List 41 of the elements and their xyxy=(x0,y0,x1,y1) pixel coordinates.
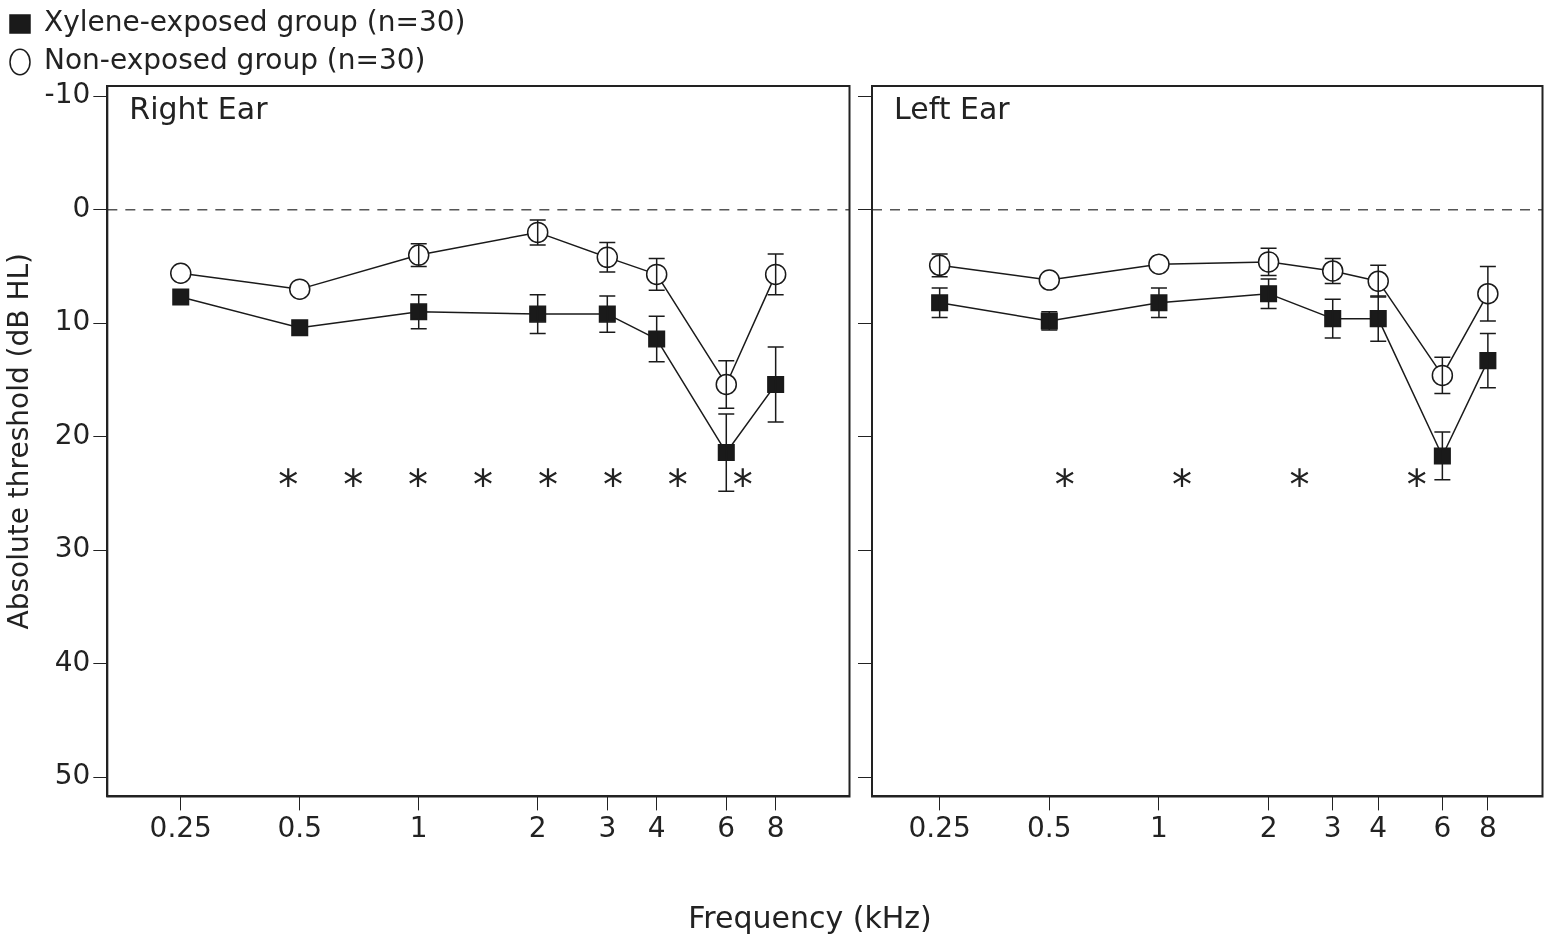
annotation: * xyxy=(1289,462,1310,509)
x-tick-label: 6 xyxy=(1433,811,1452,845)
annotation: * xyxy=(667,462,688,509)
y-axis-title: Absolute threshold (dB HL) xyxy=(2,252,36,630)
annotation: * xyxy=(602,462,623,509)
x-tick-label: 4 xyxy=(1369,811,1388,845)
x-tick-label: 2 xyxy=(1259,811,1278,845)
x-tick-label: 0.5 xyxy=(277,811,322,845)
chart-title: Right Ear xyxy=(129,90,269,126)
x-tick-label: 8 xyxy=(1478,811,1497,845)
x-tick-label: 1 xyxy=(409,811,428,845)
x-tick-label: 3 xyxy=(1323,811,1342,845)
y-tick-label: 50 xyxy=(54,758,91,792)
chart-title: Left Ear xyxy=(894,90,1011,126)
x-tick-label: 0.25 xyxy=(908,811,971,845)
x-tick-label: 0.25 xyxy=(149,811,212,845)
x-tick-label: 0.5 xyxy=(1027,811,1072,845)
x-tick-label: 6 xyxy=(717,811,736,845)
x-tick-label: 1 xyxy=(1150,811,1168,845)
legend-label: Xylene-exposed group (n=30) xyxy=(44,5,466,39)
x-tick-label: 3 xyxy=(598,811,617,845)
x-tick-label: 8 xyxy=(766,811,785,845)
y-tick-label: 0 xyxy=(72,190,91,224)
annotation: * xyxy=(1172,462,1193,509)
legend-label: Non-exposed group (n=30) xyxy=(44,43,426,77)
annotation: * xyxy=(408,462,429,509)
annotation: * xyxy=(537,462,558,509)
annotation: * xyxy=(473,462,494,509)
y-tick-label: 10 xyxy=(54,304,91,338)
x-tick-label: 2 xyxy=(528,811,547,845)
x-axis-title: Frequency (kHz) xyxy=(687,900,933,935)
y-tick-label: 30 xyxy=(54,531,91,565)
annotation: * xyxy=(1406,462,1427,509)
y-tick-label: -10 xyxy=(44,77,91,111)
annotation: * xyxy=(343,462,364,509)
y-tick-label: 40 xyxy=(54,644,91,678)
y-tick-label: 20 xyxy=(54,417,91,451)
annotation: * xyxy=(732,462,753,509)
annotation: * xyxy=(278,462,299,509)
annotation: * xyxy=(1054,462,1075,509)
x-tick-label: 4 xyxy=(647,811,666,845)
